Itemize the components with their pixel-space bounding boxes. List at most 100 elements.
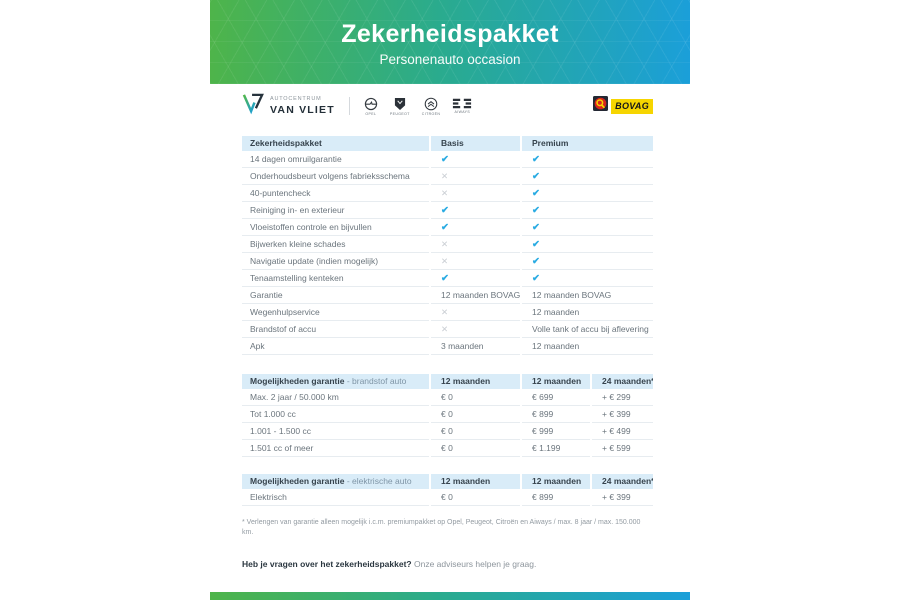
cross-icon: ✕ bbox=[441, 307, 449, 317]
cell-value: 12 maanden bbox=[522, 338, 653, 355]
dealer-wordmark: AUTOCENTRUM VAN VLIET bbox=[270, 96, 335, 115]
warranty-section: Mogelijkheden garantie - elektrische aut… bbox=[242, 474, 653, 506]
feature-label: 14 dagen omruilgarantie bbox=[242, 151, 429, 168]
table-row: Tot 1.000 cc € 0 € 899 + € 399 bbox=[242, 406, 653, 423]
page-subtitle: Personenauto occasion bbox=[379, 52, 521, 67]
dealer-logo: AUTOCENTRUM VAN VLIET bbox=[242, 92, 335, 120]
feature-label: Vloeistoffen controle en bijvullen bbox=[242, 219, 429, 236]
column-header: 12 maanden bbox=[431, 474, 520, 489]
van-vliet-logo-icon bbox=[242, 92, 265, 120]
feature-label: Onderhoudsbeurt volgens fabrieksschema bbox=[242, 168, 429, 185]
brand-logos: OPEL PEUGEOT CITROËN bbox=[364, 97, 472, 116]
table-header-row: Mogelijkheden garantie - elektrische aut… bbox=[242, 474, 653, 489]
check-icon: ✔ bbox=[532, 239, 540, 250]
column-header: Zekerheidspakket bbox=[242, 136, 429, 151]
feature-label: 40-puntencheck bbox=[242, 185, 429, 202]
cell-value: ✔ bbox=[431, 151, 520, 168]
table-row: Navigatie update (indien mogelijk) ✕ ✔ bbox=[242, 253, 653, 270]
cell-value: ✔ bbox=[522, 236, 653, 253]
cell-value: ✔ bbox=[522, 185, 653, 202]
cross-icon: ✕ bbox=[441, 256, 449, 266]
column-header: 24 maanden* bbox=[592, 374, 653, 389]
dealer-and-brands: AUTOCENTRUM VAN VLIET OPEL PEUGEOT bbox=[242, 92, 472, 120]
table-row: 14 dagen omruilgarantie ✔ ✔ bbox=[242, 151, 653, 168]
brand-caption: CITROËN bbox=[421, 111, 441, 116]
feature-label: 1.501 cc of meer bbox=[242, 440, 429, 457]
table-row: Apk 3 maanden 12 maanden bbox=[242, 338, 653, 355]
table-row: Garantie 12 maanden BOVAG 12 maanden BOVAG bbox=[242, 287, 653, 304]
column-header: 12 maanden bbox=[522, 374, 590, 389]
page-title: Zekerheidspakket bbox=[341, 20, 559, 48]
aiways-logo-icon: AIWAYS bbox=[452, 98, 472, 114]
cell-value: € 899 bbox=[522, 406, 590, 423]
cell-value: ✔ bbox=[522, 168, 653, 185]
check-icon: ✔ bbox=[532, 205, 540, 216]
cell-value: ✕ bbox=[431, 185, 520, 202]
check-icon: ✔ bbox=[441, 205, 449, 216]
bovag-label: BOVAG bbox=[611, 98, 653, 114]
cell-value: 3 maanden bbox=[431, 338, 520, 355]
cell-value: + € 399 bbox=[592, 406, 653, 423]
cell-value: € 0 bbox=[431, 406, 520, 423]
cell-value: € 0 bbox=[431, 389, 520, 406]
cell-value: 12 maanden bbox=[522, 304, 653, 321]
cell-value: + € 599 bbox=[592, 440, 653, 457]
cell-value: 12 maanden BOVAG bbox=[522, 287, 653, 304]
question-line: Heb je vragen over het zekerheidspakket?… bbox=[242, 559, 653, 569]
check-icon: ✔ bbox=[532, 188, 540, 199]
cross-icon: ✕ bbox=[441, 188, 449, 198]
section-title: Mogelijkheden garantie - brandstof auto bbox=[242, 374, 429, 389]
feature-label: Max. 2 jaar / 50.000 km bbox=[242, 389, 429, 406]
question-bold: Heb je vragen over het zekerheidspakket? bbox=[242, 559, 412, 569]
feature-label: Garantie bbox=[242, 287, 429, 304]
citroen-logo-icon: CITROËN bbox=[422, 97, 441, 116]
cell-value: 12 maanden BOVAG bbox=[431, 287, 520, 304]
table-row: Onderhoudsbeurt volgens fabrieksschema ✕ ✔ bbox=[242, 168, 653, 185]
feature-label: Bijwerken kleine schades bbox=[242, 236, 429, 253]
section-title-light: - elektrische auto bbox=[344, 476, 412, 486]
table-row: Wegenhulpservice ✕ 12 maanden bbox=[242, 304, 653, 321]
footnote: * Verlengen van garantie alleen mogelijk… bbox=[242, 519, 641, 536]
opel-logo-icon: OPEL bbox=[364, 97, 378, 116]
cell-value: ✕ bbox=[431, 321, 520, 338]
bovag-icon bbox=[592, 95, 610, 117]
table-row: Max. 2 jaar / 50.000 km € 0 € 699 + € 299 bbox=[242, 389, 653, 406]
table-header-row: Zekerheidspakket Basis Premium bbox=[242, 136, 653, 151]
column-header: 12 maanden bbox=[522, 474, 590, 489]
table-row: Brandstof of accu ✕ Volle tank of accu bij… bbox=[242, 321, 653, 338]
feature-label: Reiniging in- en exterieur bbox=[242, 202, 429, 219]
warranty-tables: Mogelijkheden garantie - brandstof auto 1… bbox=[242, 374, 653, 506]
column-header: 12 maanden bbox=[431, 374, 520, 389]
cross-icon: ✕ bbox=[441, 171, 449, 181]
cross-icon: ✕ bbox=[441, 239, 449, 249]
table-row: Vloeistoffen controle en bijvullen ✔ ✔ bbox=[242, 219, 653, 236]
cell-value: + € 499 bbox=[592, 423, 653, 440]
cell-value: € 899 bbox=[522, 489, 590, 506]
table-row: Bijwerken kleine schades ✕ ✔ bbox=[242, 236, 653, 253]
check-icon: ✔ bbox=[441, 222, 449, 233]
feature-label: Navigatie update (indien mogelijk) bbox=[242, 253, 429, 270]
brand-caption: AIWAYS bbox=[454, 110, 471, 114]
cell-value: Volle tank of accu bij aflevering bbox=[522, 321, 653, 338]
cell-value: € 1.199 bbox=[522, 440, 590, 457]
check-icon: ✔ bbox=[532, 154, 540, 165]
cell-value: ✔ bbox=[431, 270, 520, 287]
cell-value: € 999 bbox=[522, 423, 590, 440]
table-row: Tenaamstelling kenteken ✔ ✔ bbox=[242, 270, 653, 287]
feature-label: Wegenhulpservice bbox=[242, 304, 429, 321]
check-icon: ✔ bbox=[532, 222, 540, 233]
brand-caption: PEUGEOT bbox=[389, 111, 410, 116]
column-header: Premium bbox=[522, 136, 653, 151]
table-header-row: Mogelijkheden garantie - brandstof auto 1… bbox=[242, 374, 653, 389]
cross-icon: ✕ bbox=[441, 324, 449, 334]
column-header: Basis bbox=[431, 136, 520, 151]
cell-value: ✔ bbox=[522, 151, 653, 168]
section-title-bold: Mogelijkheden garantie bbox=[250, 376, 345, 386]
logo-row: AUTOCENTRUM VAN VLIET OPEL PEUGEOT bbox=[242, 92, 653, 120]
check-icon: ✔ bbox=[441, 154, 449, 165]
cell-value: + € 299 bbox=[592, 389, 653, 406]
warranty-section: Mogelijkheden garantie - brandstof auto 1… bbox=[242, 374, 653, 457]
cell-value: ✔ bbox=[522, 202, 653, 219]
cell-value: ✔ bbox=[522, 219, 653, 236]
cell-value: ✔ bbox=[431, 219, 520, 236]
